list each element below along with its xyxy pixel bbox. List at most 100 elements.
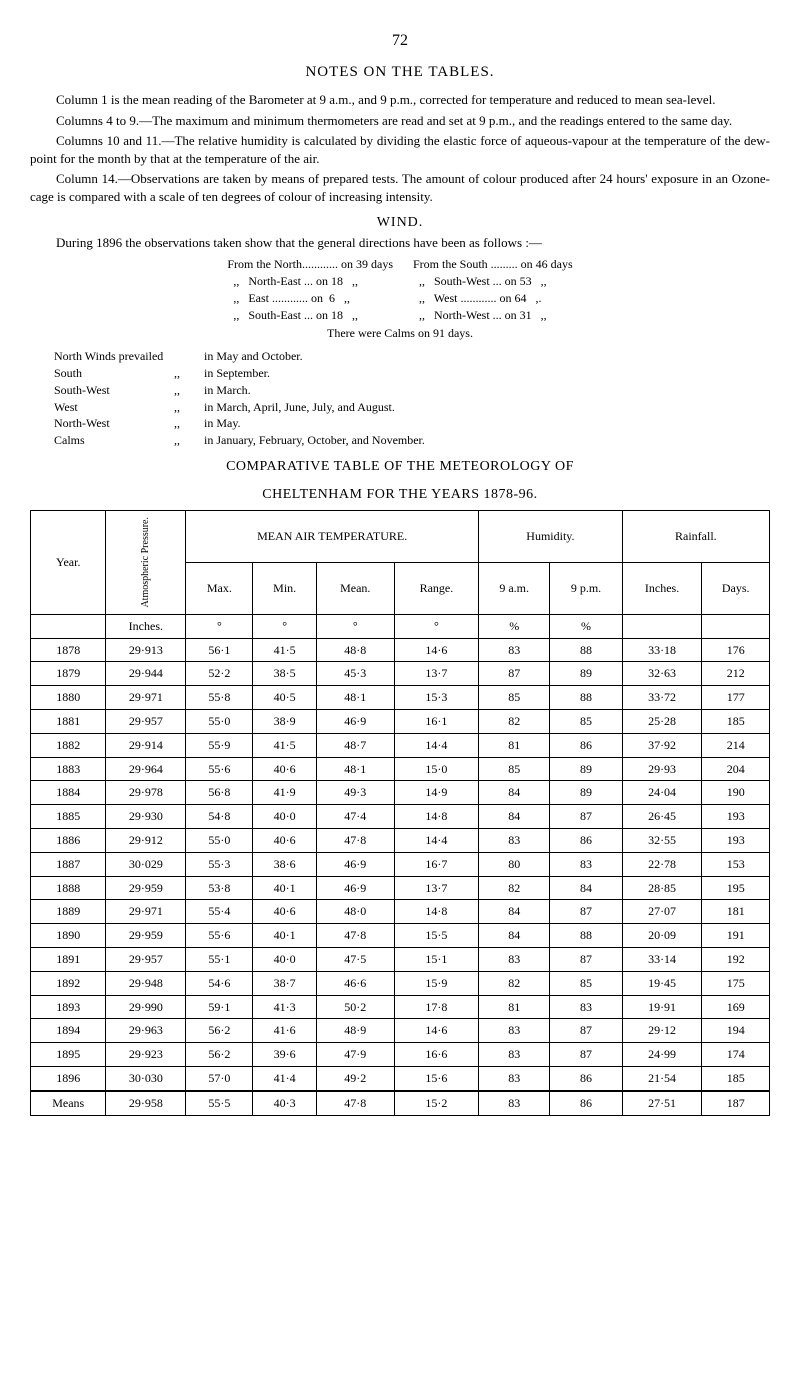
table-row: 188629·91255·040·647·814·4838632·55193: [31, 828, 770, 852]
th-9am: 9 a.m.: [479, 563, 550, 615]
th-range: Range.: [394, 563, 478, 615]
table-cell: 84: [550, 876, 622, 900]
prevail-label: North Winds prevailed: [54, 348, 174, 365]
table-cell: 27·51: [622, 1091, 702, 1115]
table-cell: 41·5: [253, 638, 316, 662]
table-cell: 32·55: [622, 828, 702, 852]
wind-line: ,, West ............ on 64 ,.: [413, 290, 573, 307]
table-cell: 1881: [31, 709, 106, 733]
table-cell: %: [550, 614, 622, 638]
table-cell: 82: [479, 971, 550, 995]
table-cell: 27·07: [622, 900, 702, 924]
table-cell: 174: [702, 1043, 770, 1067]
wind-line: ,, North-West ... on 31 ,,: [413, 307, 573, 324]
means-row: Means29·95855·540·347·815·2838627·51187: [31, 1091, 770, 1115]
table-cell: 192: [702, 947, 770, 971]
prevail-ditto: ,,: [174, 415, 204, 432]
table-cell: 13·7: [394, 662, 478, 686]
table-cell: 56·2: [186, 1019, 253, 1043]
table-cell: 29·958: [106, 1091, 186, 1115]
table-cell: 48·9: [316, 1019, 394, 1043]
prevail-label: South: [54, 365, 174, 382]
wind-directions: From the North............ on 39 days ,,…: [30, 256, 770, 323]
table-cell: 185: [702, 709, 770, 733]
table-cell: 195: [702, 876, 770, 900]
table-cell: 88: [550, 924, 622, 948]
table-cell: 48·1: [316, 757, 394, 781]
table-cell: 83: [479, 1091, 550, 1115]
th-atmos: Atmospheric Pressure.: [106, 511, 186, 615]
table-cell: 15·6: [394, 1066, 478, 1090]
table-cell: 55·1: [186, 947, 253, 971]
prevail-text: in March, April, June, July, and August.: [204, 399, 395, 416]
table-cell: 181: [702, 900, 770, 924]
table-cell: 169: [702, 995, 770, 1019]
th-year: Year.: [31, 511, 106, 615]
table-cell: 55·9: [186, 733, 253, 757]
table-cell: 48·8: [316, 638, 394, 662]
table-cell: 1878: [31, 638, 106, 662]
table-cell: 19·91: [622, 995, 702, 1019]
wind-line: ,, South-East ... on 18 ,,: [227, 307, 393, 324]
table-cell: Inches.: [106, 614, 186, 638]
table-cell: 40·6: [253, 828, 316, 852]
table-cell: 53·8: [186, 876, 253, 900]
page-number: 72: [30, 30, 770, 52]
table-cell: 56·2: [186, 1043, 253, 1067]
table-cell: 29·971: [106, 900, 186, 924]
prevail-row: South-West,,in March.: [54, 382, 770, 399]
table-cell: 45·3: [316, 662, 394, 686]
th-inches: Inches.: [622, 563, 702, 615]
table-cell: 40·6: [253, 900, 316, 924]
table-cell: 82: [479, 876, 550, 900]
table-cell: 84: [479, 781, 550, 805]
table-cell: 29·959: [106, 876, 186, 900]
table-cell: 87: [550, 947, 622, 971]
table-cell: 86: [550, 828, 622, 852]
table-cell: 29·914: [106, 733, 186, 757]
table-cell: °: [394, 614, 478, 638]
table-cell: 15·3: [394, 686, 478, 710]
table-cell: 1879: [31, 662, 106, 686]
table-cell: 47·9: [316, 1043, 394, 1067]
table-row: 187829·91356·141·548·814·6838833·18176: [31, 638, 770, 662]
paragraph-2: Columns 4 to 9.—The maximum and minimum …: [30, 112, 770, 130]
table-cell: 29·964: [106, 757, 186, 781]
table-row: 188429·97856·841·949·314·9848924·04190: [31, 781, 770, 805]
table-cell: 55·3: [186, 852, 253, 876]
table-cell: 83: [479, 1066, 550, 1090]
table-cell: 16·7: [394, 852, 478, 876]
table-cell: 59·1: [186, 995, 253, 1019]
table-cell: 38·9: [253, 709, 316, 733]
table-cell: 84: [479, 924, 550, 948]
table-cell: 40·0: [253, 947, 316, 971]
table-cell: 83: [479, 1019, 550, 1043]
prevail-ditto: ,,: [174, 399, 204, 416]
table-cell: 85: [479, 686, 550, 710]
table-cell: 29·913: [106, 638, 186, 662]
prevail-ditto: ,,: [174, 365, 204, 382]
table-cell: 89: [550, 781, 622, 805]
prevail-label: Calms: [54, 432, 174, 449]
table-cell: 46·6: [316, 971, 394, 995]
table-cell: 16·6: [394, 1043, 478, 1067]
table-cell: 81: [479, 733, 550, 757]
table-cell: 47·8: [316, 828, 394, 852]
table-cell: Means: [31, 1091, 106, 1115]
table-cell: 40·1: [253, 876, 316, 900]
table-row: 187929·94452·238·545·313·7878932·63212: [31, 662, 770, 686]
table-cell: 21·54: [622, 1066, 702, 1090]
table-cell: 15·9: [394, 971, 478, 995]
table-cell: 29·944: [106, 662, 186, 686]
table-row: 189229·94854·638·746·615·9828519·45175: [31, 971, 770, 995]
table-cell: 1882: [31, 733, 106, 757]
wind-line: From the North............ on 39 days: [227, 256, 393, 273]
notes-title: NOTES ON THE TABLES.: [30, 62, 770, 83]
table-cell: 83: [479, 828, 550, 852]
table-cell: 55·6: [186, 757, 253, 781]
prevailing-winds: North Winds prevailedin May and October.…: [54, 348, 770, 449]
table-cell: 29·957: [106, 947, 186, 971]
wind-title: WIND.: [30, 213, 770, 233]
table-cell: 85: [550, 971, 622, 995]
paragraph-4: Column 14.—Observations are taken by mea…: [30, 170, 770, 206]
